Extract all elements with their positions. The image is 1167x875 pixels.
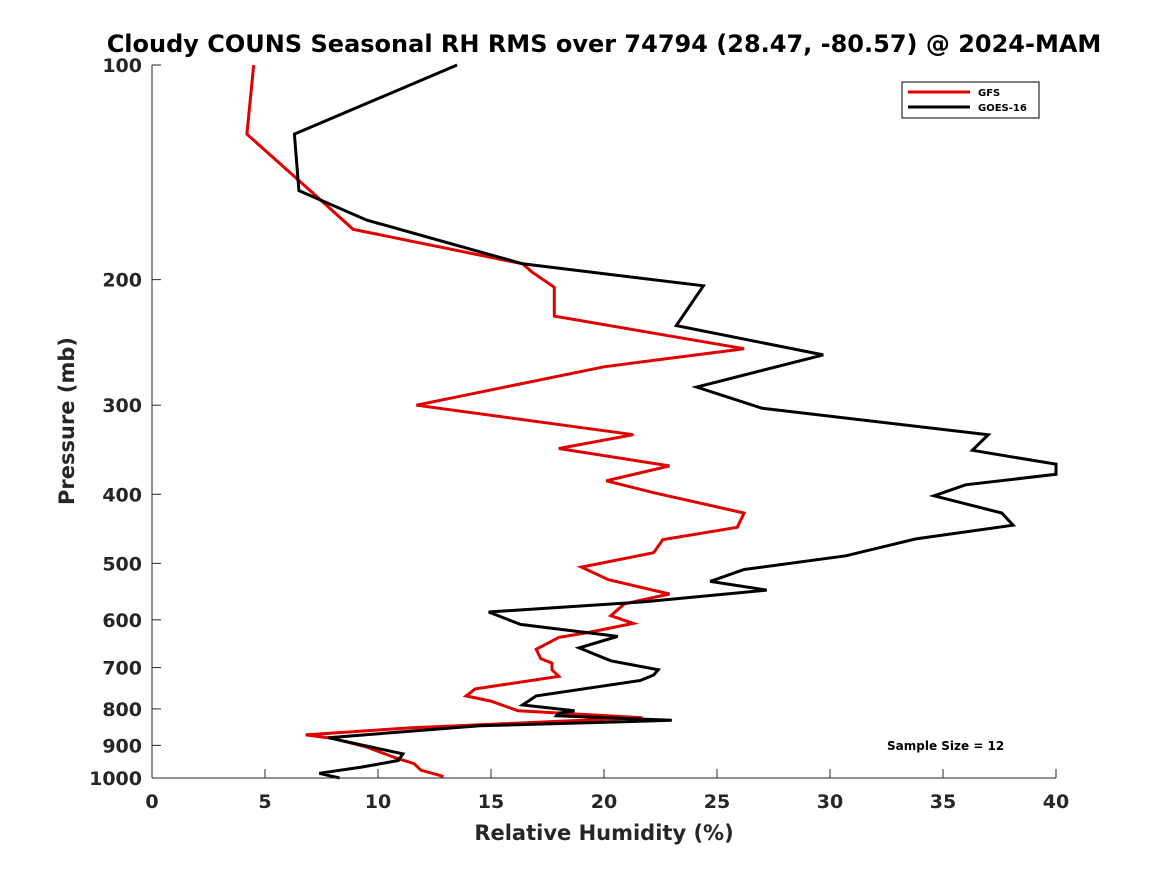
- x-tick-label: 35: [930, 791, 956, 813]
- legend-label-goes16: GOES-16: [978, 103, 1027, 114]
- legend-label-gfs: GFS: [978, 88, 1000, 99]
- x-tick-label: 30: [817, 791, 843, 813]
- x-ticks: 0 5 10 15 20 25 30 35 40: [145, 769, 1069, 813]
- y-tick-label: 600: [102, 610, 142, 632]
- y-tick-label: 1000: [89, 768, 142, 790]
- x-tick-label: 0: [145, 791, 158, 813]
- x-tick-label: 25: [704, 791, 730, 813]
- sample-size-annotation: Sample Size = 12: [887, 739, 1004, 753]
- y-tick-label: 700: [102, 658, 142, 680]
- chart-title: Cloudy COUNS Seasonal RH RMS over 74794 …: [107, 30, 1102, 58]
- x-tick-label: 10: [365, 791, 391, 813]
- y-tick-label: 800: [102, 699, 142, 721]
- y-axis-label: Pressure (mb): [55, 337, 79, 505]
- x-tick-label: 5: [258, 791, 271, 813]
- legend-box: [901, 81, 1040, 119]
- y-tick-label: 900: [102, 735, 142, 757]
- series-line-gfs: [245, 64, 747, 778]
- y-tick-label: 100: [102, 55, 142, 77]
- series-line-goes16: [292, 63, 1058, 780]
- legend: GFS GOES-16: [901, 81, 1040, 119]
- plot-lines: [245, 63, 1058, 780]
- x-tick-label: 40: [1043, 791, 1069, 813]
- y-tick-label: 500: [102, 553, 142, 575]
- y-tick-label: 300: [102, 395, 142, 417]
- y-tick-label: 200: [102, 270, 142, 292]
- x-axis-label: Relative Humidity (%): [474, 821, 733, 845]
- x-tick-label: 20: [591, 791, 617, 813]
- y-ticks: 100 200 300 400 500 600 700 800 900 1000: [89, 55, 161, 790]
- y-tick-label: 400: [102, 484, 142, 506]
- x-tick-label: 15: [478, 791, 504, 813]
